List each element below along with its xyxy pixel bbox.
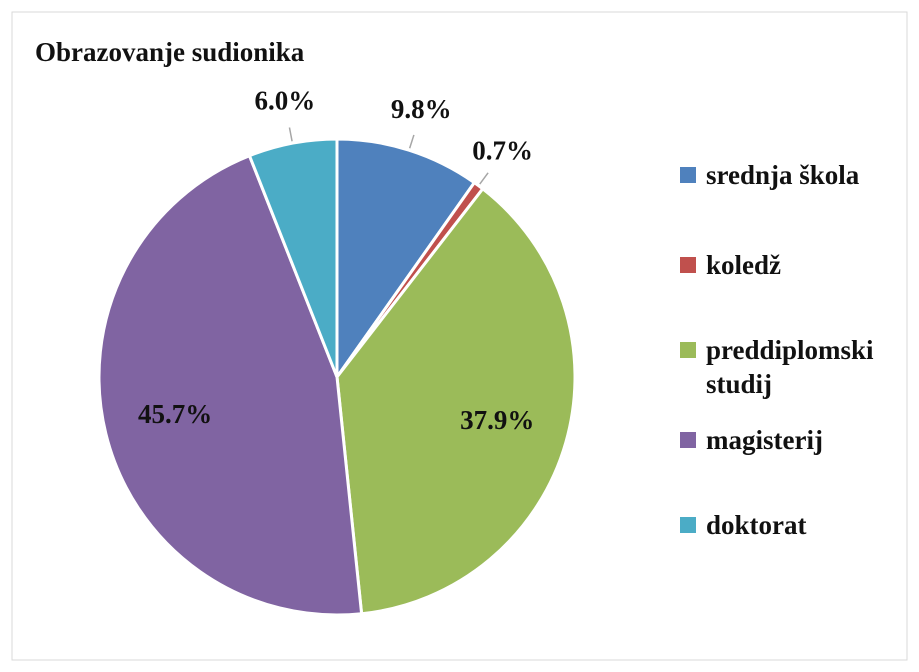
legend-item: doktorat [680, 508, 910, 542]
data-label: 0.7% [472, 135, 533, 165]
pie-slice [97, 153, 364, 617]
legend-item: preddiplomski studij [680, 333, 910, 401]
legend-swatch [680, 342, 696, 358]
legend-label: doktorat [706, 510, 807, 540]
legend-item: srednja škola [680, 158, 910, 192]
frame [11, 11, 908, 661]
legend-swatch [680, 257, 696, 273]
chart-title: Obrazovanje sudionika [35, 37, 305, 67]
pie-slice [335, 137, 477, 382]
data-label: 37.9% [460, 405, 534, 435]
legend-item: magisterij [680, 423, 910, 457]
legend-label: magisterij [706, 425, 823, 455]
legend-swatch [680, 432, 696, 448]
data-label: 45.7% [138, 399, 212, 429]
legend-item: koledž [680, 248, 910, 282]
legend-label: srednja škola [706, 160, 860, 190]
legend-label: koledž [706, 250, 782, 280]
legend-swatch [680, 517, 696, 533]
leader-line [288, 127, 293, 142]
leader-line [479, 172, 489, 185]
pie-slice [335, 186, 577, 616]
legend-swatch [680, 167, 696, 183]
leader-line [408, 134, 415, 149]
data-label: 6.0% [254, 86, 315, 116]
data-label: 9.8% [391, 94, 452, 124]
legend-label: preddiplomski studij [706, 335, 874, 399]
pie-slice [247, 137, 339, 378]
